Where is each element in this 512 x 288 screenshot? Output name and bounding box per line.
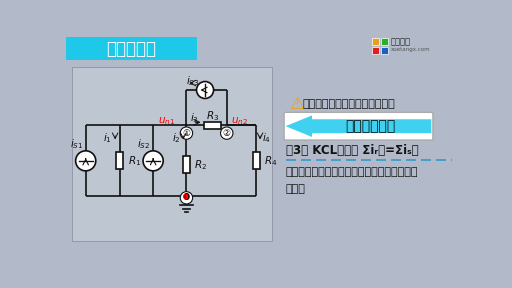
Text: 电阵支路电流符号约定：流出为正、流入为负: 电阵支路电流符号约定：流出为正、流入为负 xyxy=(286,167,418,177)
Circle shape xyxy=(197,82,214,98)
Text: $i_{S1}$: $i_{S1}$ xyxy=(70,137,83,151)
Text: 节点电压法: 节点电压法 xyxy=(106,40,157,58)
FancyBboxPatch shape xyxy=(372,38,379,45)
Text: $i_3$: $i_3$ xyxy=(190,111,199,125)
Text: $u_{n1}$: $u_{n1}$ xyxy=(158,115,176,127)
Bar xyxy=(72,67,272,241)
Text: $i_2$: $i_2$ xyxy=(172,131,180,145)
Text: 0: 0 xyxy=(184,193,189,202)
FancyBboxPatch shape xyxy=(284,112,433,140)
Text: $R_1$: $R_1$ xyxy=(127,154,141,168)
Bar xyxy=(116,152,123,169)
Circle shape xyxy=(221,127,233,139)
Text: $i_{S3}$: $i_{S3}$ xyxy=(186,74,200,88)
Text: $R_4$: $R_4$ xyxy=(264,154,278,168)
Text: ⚠: ⚠ xyxy=(289,95,304,113)
Text: ②: ② xyxy=(223,129,231,138)
Text: $u_{n2}$: $u_{n2}$ xyxy=(230,115,248,127)
Text: 电流源: 电流源 xyxy=(286,183,306,194)
Circle shape xyxy=(76,151,96,171)
FancyBboxPatch shape xyxy=(381,47,388,54)
Text: 电阵和电流源: 电阵和电流源 xyxy=(345,119,395,133)
Text: $R_2$: $R_2$ xyxy=(194,158,207,172)
Text: 学堂在线: 学堂在线 xyxy=(391,38,411,47)
Circle shape xyxy=(143,151,163,171)
Bar xyxy=(67,37,197,60)
Text: $i_4$: $i_4$ xyxy=(262,131,271,145)
FancyBboxPatch shape xyxy=(381,38,388,45)
Text: （3） KCL方程为 Σiᵣ出=Σiₛ入: （3） KCL方程为 Σiᵣ出=Σiₛ入 xyxy=(286,143,418,157)
Text: xuetangx.com: xuetangx.com xyxy=(391,48,431,52)
Bar xyxy=(253,152,260,169)
Text: $R_3$: $R_3$ xyxy=(206,109,220,123)
Bar xyxy=(204,122,221,129)
Text: $i_1$: $i_1$ xyxy=(103,131,112,145)
Text: 观察电路，电路中有几种元件？: 观察电路，电路中有几种元件？ xyxy=(303,99,395,109)
Circle shape xyxy=(180,192,193,204)
FancyBboxPatch shape xyxy=(372,47,379,54)
Bar xyxy=(183,156,190,173)
Text: ①: ① xyxy=(182,129,190,138)
Circle shape xyxy=(180,127,193,139)
Polygon shape xyxy=(286,115,431,137)
Text: $i_{S2}$: $i_{S2}$ xyxy=(137,137,151,151)
